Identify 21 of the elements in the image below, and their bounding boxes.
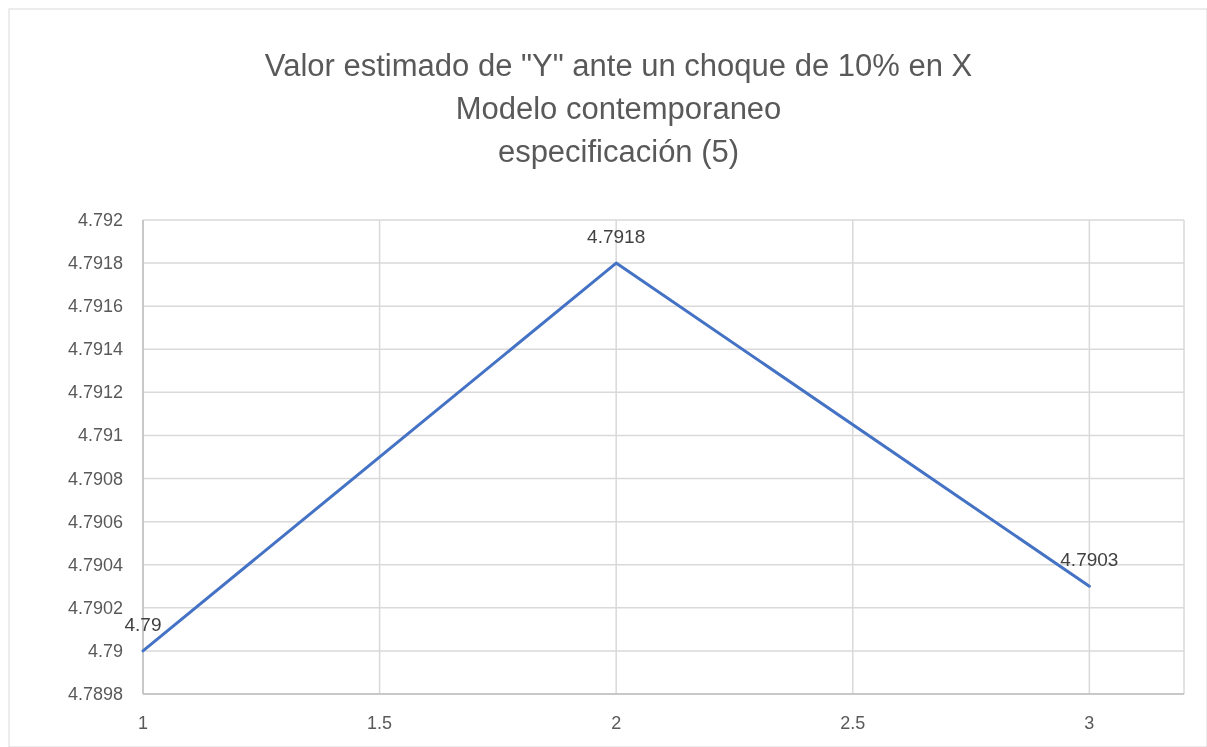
y-tick-label: 4.7906: [67, 511, 123, 532]
data-label: 4.7903: [1060, 549, 1119, 571]
y-tick-label: 4.7908: [67, 468, 123, 489]
y-tick-label: 4.7918: [67, 253, 123, 274]
x-tick-label: 2: [611, 713, 622, 733]
y-tick-label: 4.7898: [67, 684, 123, 704]
y-tick-label: 4.79: [87, 640, 123, 661]
x-tick-label: 1.5: [367, 713, 393, 733]
y-tick-label: 4.7902: [67, 597, 123, 618]
data-label: 4.79: [124, 613, 162, 635]
y-tick-label: 4.7904: [67, 554, 123, 575]
x-tick-label: 2.5: [840, 713, 866, 733]
y-tick-label: 4.7916: [67, 296, 123, 317]
y-tick-label: 4.791: [77, 425, 123, 446]
x-tick-label: 3: [1084, 713, 1095, 733]
x-tick-label: 1: [137, 713, 149, 733]
y-tick-label: 4.792: [77, 210, 123, 230]
y-tick-label: 4.7912: [67, 382, 123, 403]
data-label: 4.7918: [587, 226, 646, 248]
y-tick-label: 4.7914: [67, 339, 123, 360]
chart-title: Valor estimado de "Y" ante un choque de 10% en X Modelo contemporaneo especificación (5): [264, 48, 973, 169]
